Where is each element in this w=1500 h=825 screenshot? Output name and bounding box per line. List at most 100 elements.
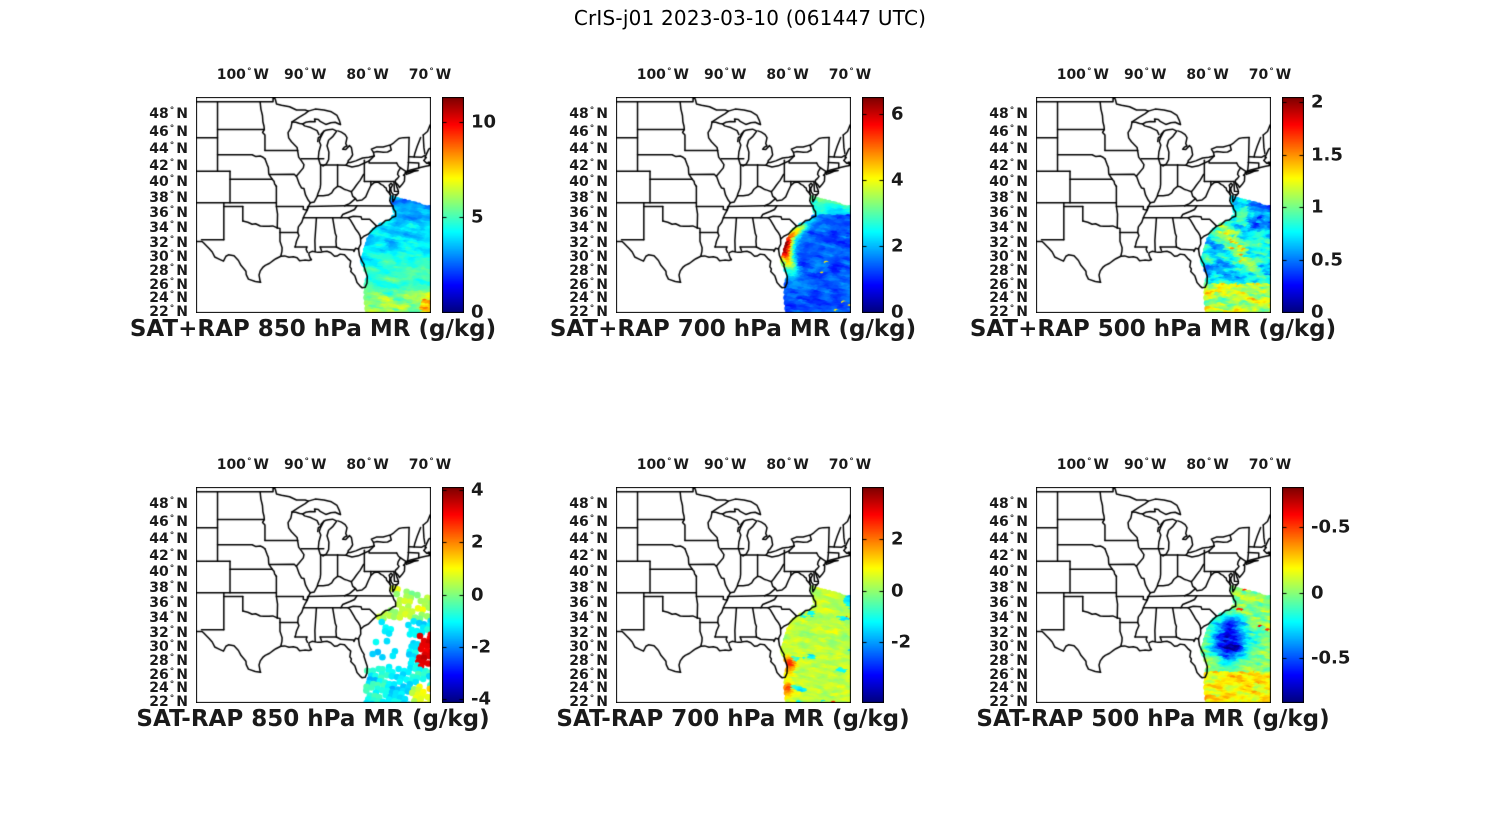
lat-tick-label: 36° N [989, 595, 1028, 612]
figure-title: CrIS-j01 2023-03-10 (061447 UTC) [573, 6, 927, 30]
lon-tick-label: 80° W [1186, 67, 1229, 83]
lat-tick-label: 26° N [149, 666, 188, 683]
lon-tick-label: 70° W [828, 457, 872, 473]
colorbar-tick-label: -0.5 [1311, 516, 1351, 538]
colorbar-tick-label: 1.5 [1311, 144, 1343, 166]
lat-tick-label: 26° N [149, 276, 188, 293]
lat-tick-label: 32° N [989, 234, 1028, 251]
lat-tick-label: 24° N [149, 680, 188, 697]
lat-tick-label: 46° N [149, 123, 188, 140]
colorbar-tick-label: 0 [891, 301, 904, 323]
lat-tick-label: 46° N [149, 513, 188, 530]
lat-tick-label: 42° N [149, 157, 188, 174]
lat-tick-label: 34° N [989, 220, 1028, 237]
lat-tick-label: 42° N [989, 547, 1028, 564]
lat-tick-label: 44° N [989, 531, 1028, 548]
lat-tick-label: 32° N [989, 624, 1028, 641]
panel-title: SAT+RAP 700 hPa MR (g/kg) [549, 316, 917, 342]
lon-tick-label: 70° W [408, 67, 452, 83]
lat-tick-label: 26° N [569, 666, 608, 683]
lat-tick-label: 22° N [989, 303, 1028, 320]
lat-tick-label: 46° N [569, 513, 608, 530]
colorbar-tick-label: 2 [471, 531, 484, 553]
panel-sat-plus-rap-500: 100° W 90° W 80° W 70° W 48° N 46° N 44° N 42° N 40° N 38… [950, 52, 1360, 357]
lat-tick-label: 44° N [569, 531, 608, 548]
lat-tick-label: 36° N [149, 205, 188, 222]
lat-tick-label: 22° N [149, 693, 188, 710]
colorbar-tick-label: 0 [471, 301, 484, 323]
lat-tick-label: 48° N [569, 105, 608, 122]
lat-tick-label: 46° N [569, 123, 608, 140]
lat-tick-label: 26° N [989, 276, 1028, 293]
lat-tick-label: 24° N [569, 680, 608, 697]
lat-tick-label: 32° N [149, 624, 188, 641]
colorbar-tick-label: 2 [891, 528, 904, 550]
colorbar-tick-label: -0.5 [1311, 647, 1351, 669]
lat-tick-label: 22° N [149, 303, 188, 320]
panel-sat-plus-rap-850: 100° W 90° W 80° W 70° W 48° N 46° N 44° N 42° N 40° N 38… [110, 52, 520, 357]
lat-tick-label: 40° N [989, 174, 1028, 191]
lat-tick-label: 40° N [569, 564, 608, 581]
lon-tick-label: 80° W [346, 457, 389, 473]
lat-tick-label: 44° N [149, 531, 188, 548]
panel-title: SAT-RAP 700 hPa MR (g/kg) [556, 706, 910, 732]
panel-title: SAT-RAP 500 hPa MR (g/kg) [976, 706, 1330, 732]
lat-tick-label: 42° N [149, 547, 188, 564]
colorbar-tick-label: 2 [1311, 91, 1324, 113]
lat-tick-label: 28° N [569, 263, 608, 280]
lat-tick-label: 30° N [149, 249, 188, 266]
panel-sat-minus-rap-850: 100° W 90° W 80° W 70° W 48° N 46° N 44° N 42° N 40° N 38… [110, 442, 520, 747]
lat-tick-label: 38° N [569, 189, 608, 206]
lat-tick-label: 48° N [149, 495, 188, 512]
lat-tick-label: 24° N [569, 290, 608, 307]
lon-tick-label: 90° W [703, 457, 747, 473]
colorbar-tick-label: 6 [891, 103, 904, 125]
colorbar-tick-label: -4 [471, 688, 491, 710]
lat-tick-label: 48° N [569, 495, 608, 512]
colorbar-tick-label: 0.5 [1311, 249, 1343, 271]
colorbar-sat-minus-rap-500 [1282, 487, 1304, 703]
lat-tick-label: 28° N [989, 653, 1028, 670]
lat-tick-label: 34° N [569, 220, 608, 237]
lat-tick-label: 36° N [989, 205, 1028, 222]
lat-tick-label: 42° N [569, 157, 608, 174]
lon-tick-label: 100° W [216, 457, 269, 473]
lon-tick-label: 70° W [1248, 67, 1292, 83]
panel-sat-minus-rap-500: 100° W 90° W 80° W 70° W 48° N 46° N 44° N 42° N 40° N 38… [950, 442, 1360, 747]
lat-tick-label: 24° N [989, 680, 1028, 697]
lat-tick-label: 28° N [569, 653, 608, 670]
lat-tick-label: 36° N [569, 595, 608, 612]
lat-tick-label: 40° N [149, 564, 188, 581]
lon-tick-label: 80° W [346, 67, 389, 83]
lat-tick-label: 24° N [989, 290, 1028, 307]
lon-tick-label: 90° W [703, 67, 747, 83]
lat-tick-label: 40° N [149, 174, 188, 191]
lat-tick-label: 36° N [149, 595, 188, 612]
lat-tick-label: 30° N [569, 639, 608, 656]
colorbar-tick-label: 1 [1311, 196, 1324, 218]
colorbar-sat-minus-rap-850 [442, 487, 464, 703]
lon-tick-label: 80° W [1186, 457, 1229, 473]
colorbar-tick-label: 4 [471, 479, 484, 501]
lat-tick-label: 42° N [989, 157, 1028, 174]
lat-tick-label: 42° N [569, 547, 608, 564]
map-canvas-sat-minus-rap-850 [196, 487, 431, 703]
colorbar-tick-label: 4 [891, 169, 904, 191]
lon-tick-label: 70° W [828, 67, 872, 83]
lat-tick-label: 34° N [149, 220, 188, 237]
colorbar-tick-label: 0 [1311, 582, 1324, 604]
lat-tick-label: 48° N [989, 495, 1028, 512]
lat-tick-label: 48° N [149, 105, 188, 122]
lon-tick-label: 100° W [1056, 67, 1109, 83]
colorbar-tick-label: 0 [471, 584, 484, 605]
lat-tick-label: 26° N [989, 666, 1028, 683]
lat-tick-label: 38° N [149, 579, 188, 596]
colorbar-tick-label: -2 [471, 636, 491, 658]
lat-tick-label: 40° N [989, 564, 1028, 581]
lat-tick-label: 34° N [989, 610, 1028, 627]
colorbar-tick-label: 10 [471, 111, 497, 133]
lat-tick-label: 46° N [989, 123, 1028, 140]
lon-tick-label: 100° W [636, 67, 689, 83]
lat-tick-label: 44° N [989, 141, 1028, 158]
